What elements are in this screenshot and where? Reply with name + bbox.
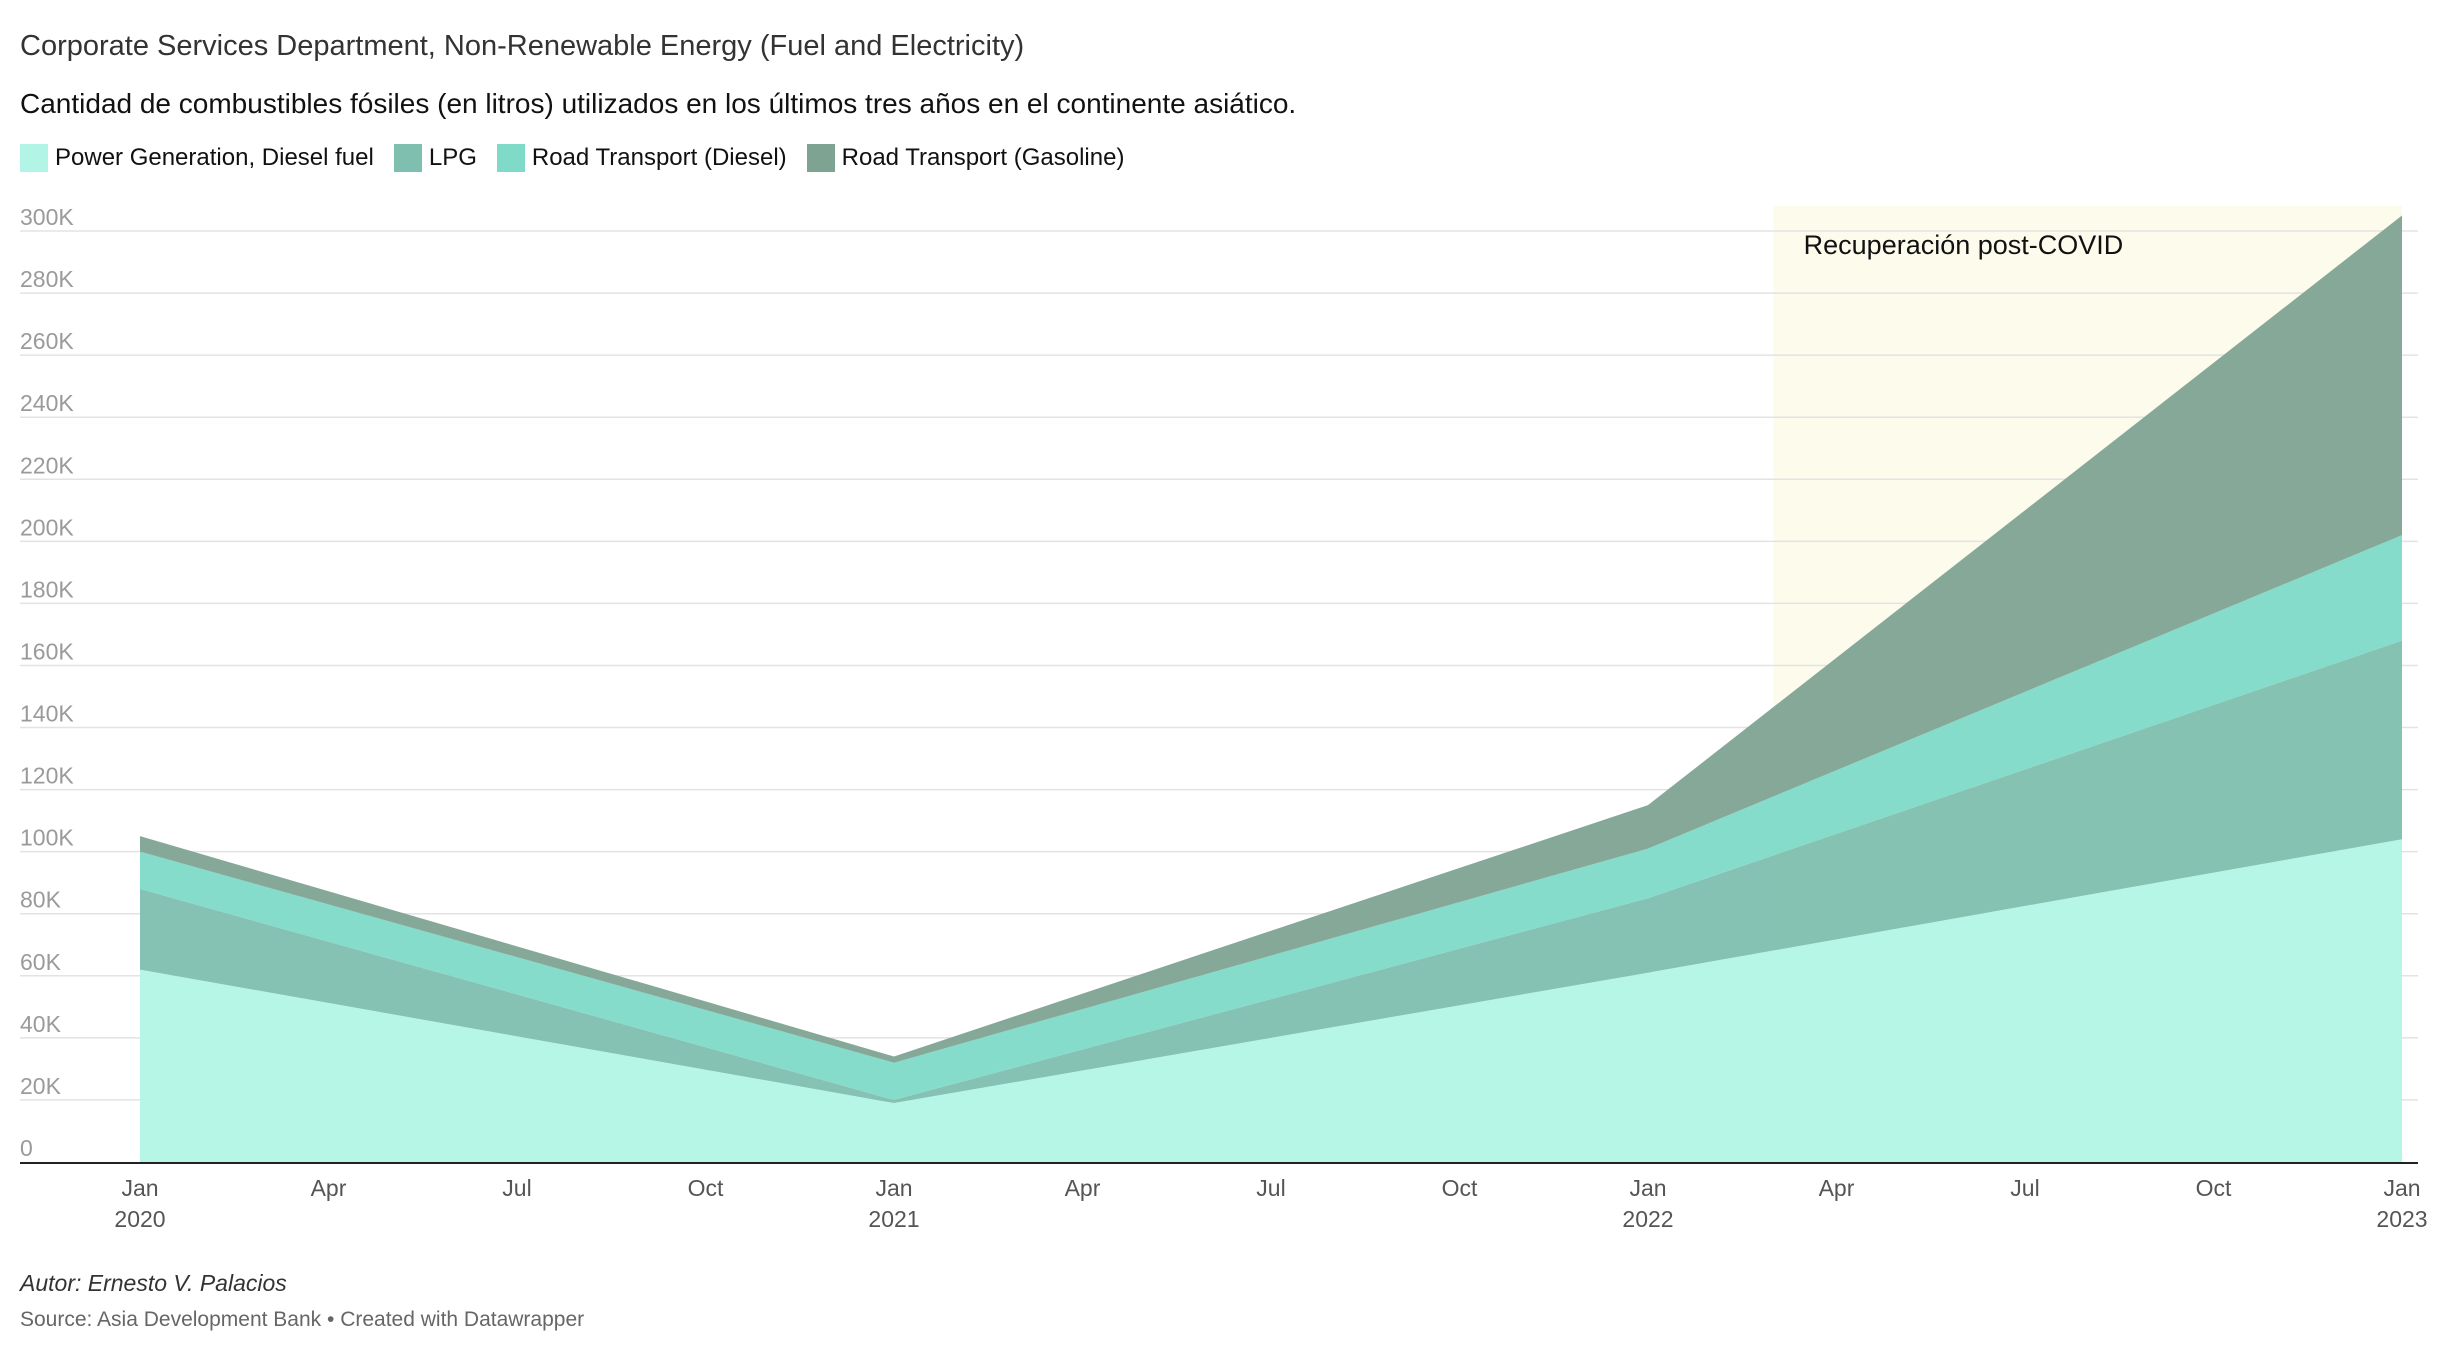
source-note: Source: Asia Development Bank • Created …: [20, 1308, 585, 1331]
legend-item: Power Generation, Diesel fuel: [20, 144, 374, 172]
x-tick-label: Oct: [2196, 1175, 2232, 1201]
y-tick-label: 160K: [20, 638, 74, 664]
area-series: [140, 215, 2402, 1063]
legend-label: Road Transport (Diesel): [531, 144, 787, 171]
legend-swatch: [806, 144, 835, 172]
x-tick-label: Oct: [688, 1175, 724, 1201]
x-tick-label: Oct: [1442, 1175, 1478, 1201]
x-tick-label: Apr: [1065, 1175, 1101, 1201]
author-note: Autor: Ernesto V. Palacios: [20, 1270, 287, 1296]
legend-label: Road Transport (Gasoline): [841, 144, 1125, 171]
x-tick-label: Jan: [121, 1175, 158, 1201]
legend-item: LPG: [393, 144, 477, 172]
y-tick-label: 20K: [20, 1073, 62, 1099]
y-tick-label: 0: [20, 1135, 33, 1161]
x-tick-label: Jul: [1256, 1175, 1285, 1201]
chart-title: Corporate Services Department, Non-Renew…: [20, 30, 1025, 62]
y-tick-label: 180K: [20, 576, 74, 602]
x-tick-label: Jan: [875, 1175, 912, 1201]
area-chart: 0 20K 40K 60K 80K 100K 120K 140K 160K 180K 200K 220…: [20, 204, 2428, 1232]
x-tick-year-label: 2023: [2376, 1206, 2427, 1232]
x-tick-year-label: 2020: [114, 1206, 165, 1232]
y-tick-label: 200K: [20, 514, 74, 540]
x-tick-label: Apr: [1819, 1175, 1855, 1201]
y-tick-label: 40K: [20, 1011, 62, 1037]
chart-legend: Power Generation, Diesel fuel LPG Road Tra…: [20, 144, 1144, 172]
legend-label: Power Generation, Diesel fuel: [55, 144, 374, 171]
x-tick-year-label: 2022: [1622, 1206, 1673, 1232]
x-tick-label: Jan: [2383, 1175, 2420, 1201]
y-tick-label: 220K: [20, 452, 74, 478]
highlight-label: Recuperación post-COVID: [1804, 230, 2124, 260]
area-series: [140, 535, 2402, 1100]
y-tick-label: 260K: [20, 328, 74, 354]
y-tick-label: 140K: [20, 701, 74, 727]
x-tick-label: Jul: [2010, 1175, 2039, 1201]
x-tick-label: Jan: [1629, 1175, 1666, 1201]
y-tick-label: 80K: [20, 887, 62, 913]
x-tick-label: Apr: [311, 1175, 347, 1201]
x-tick-label: Jul: [502, 1175, 531, 1201]
y-tick-label: 240K: [20, 390, 74, 416]
legend-swatch: [393, 144, 422, 172]
y-tick-label: 60K: [20, 949, 62, 975]
area-series: [140, 839, 2402, 1162]
x-tick-year-label: 2021: [868, 1206, 919, 1232]
legend-swatch: [496, 144, 525, 172]
y-tick-label: 100K: [20, 825, 74, 851]
chart-subtitle: Cantidad de combustibles fósiles (en lit…: [20, 88, 1297, 119]
legend-item: Road Transport (Gasoline): [806, 144, 1125, 172]
legend-swatch: [20, 144, 48, 172]
y-tick-label: 120K: [20, 763, 74, 789]
y-tick-label: 300K: [20, 204, 74, 230]
y-tick-label: 280K: [20, 266, 74, 292]
legend-label: LPG: [428, 144, 477, 171]
area-series: [140, 640, 2402, 1104]
legend-item: Road Transport (Diesel): [496, 144, 787, 172]
